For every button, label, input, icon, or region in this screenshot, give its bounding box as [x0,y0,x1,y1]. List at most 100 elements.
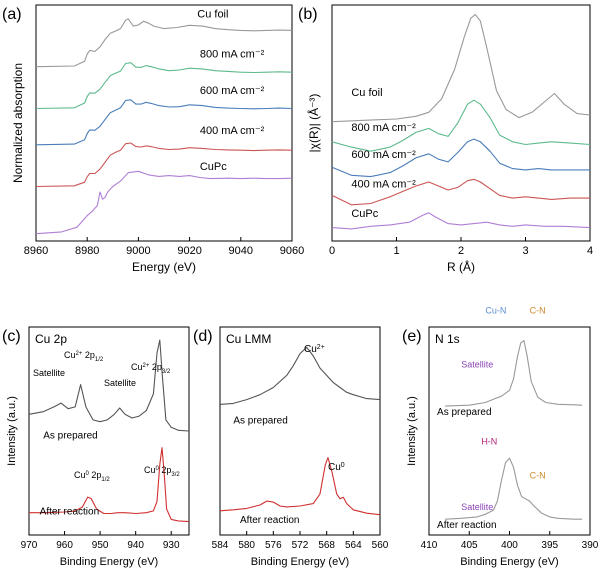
x-tick-label: 4 [587,245,593,257]
series-line-0 [219,346,381,405]
peak-label: Cu0 [328,462,345,474]
x-tick-label: 1 [393,245,399,257]
panel-title: N 1s [435,332,460,346]
x-tick-label: 560 [372,540,389,551]
y-axis-label: Intensity (a.u.) [406,396,418,466]
series-label: As prepared [43,430,97,441]
peak-label: Cu-N [485,305,506,315]
plot-frame [35,4,293,242]
x-tick-label: 970 [21,540,38,551]
x-tick-label: 9000 [126,245,150,257]
series-line-1 [219,457,381,516]
x-tick-label: 400 [501,540,518,551]
series-line-1 [35,62,293,110]
x-tick-label: 950 [92,540,109,551]
panel-c: 970 960 950 940 930 Binding Energy (eV) Intens… [2,326,190,568]
peak-label: Cu2+ 2p3/2 [131,362,171,375]
x-tick-label: 9060 [280,245,304,257]
y-axis-label: |χ(R)| (Å⁻³) [306,94,321,153]
series-line-3 [35,142,293,188]
x-tick-label: 960 [56,540,73,551]
panel-title: Cu LMM [226,332,271,346]
series-label: CuPc [351,208,378,220]
series-label: 400 mA cm⁻² [351,178,416,190]
series-line-4 [331,212,591,230]
series-line-1 [29,447,190,523]
series-line-1 [331,99,591,152]
x-tick-label: 580 [238,540,255,551]
peak-label: C-N [530,470,546,480]
x-tick-label: 572 [292,540,309,551]
panel-title: Cu 2p [35,332,67,346]
series-line-0 [35,18,293,68]
panel-b: 0 1 2 3 4 R (Å) |χ(R)| (Å⁻³) (b) Cu foil 800 mA c… [298,4,593,274]
x-tick-label: 576 [265,540,282,551]
series-line-0 [445,340,583,407]
series-label: 800 mA cm⁻² [351,122,416,134]
peak-label: Satellite [104,378,136,388]
x-axis-label: Binding Energy (eV) [251,556,349,568]
series-label: As prepared [437,407,491,418]
x-tick-label: 395 [541,540,558,551]
series-label: Cu foil [197,9,228,21]
panel-label: (d) [193,328,213,345]
x-axis-label: Energy (eV) [132,260,196,274]
x-tick-label: 390 [582,540,599,551]
y-axis-label: Intensity (a.u.) [6,396,18,466]
x-axis-label: R (Å) [447,259,475,274]
series-line-0 [28,339,190,432]
x-tick-label: 568 [318,540,335,551]
peak-label: Satellite [33,368,65,378]
plot-frame [219,326,381,536]
panel-label: (b) [298,6,318,23]
series-label: After reaction [240,515,299,526]
x-tick-label: 584 [212,540,229,551]
peak-label: Cu0 2p3/2 [144,465,180,478]
x-tick-label: 930 [163,540,180,551]
panel-label: (e) [402,328,422,345]
panel-a: 8960 8980 9000 9020 9040 9060 Energy (eV) Norma… [2,4,304,274]
series-label: 800 mA cm⁻² [200,49,265,61]
peak-label: H-N [481,437,497,447]
x-tick-label: 940 [127,540,144,551]
x-tick-label: 564 [345,540,362,551]
panel-label: (a) [2,6,22,23]
x-tick-label: 0 [329,245,335,257]
x-tick-label: 9020 [177,245,201,257]
panel-label: (c) [2,328,21,345]
series-label: 400 mA cm⁻² [200,125,265,137]
peak-label: C-N [530,305,546,315]
series-label: 600 mA cm⁻² [200,85,265,97]
x-tick-label: 8960 [24,245,48,257]
y-axis-label: Normalized absorption [11,63,25,183]
peak-label: Cu2+ 2p1/2 [64,350,104,363]
series-label: CuPc [200,161,227,173]
panel-e: 410 405 400 395 390 Binding Energy (eV) Intens… [402,305,599,568]
x-tick-label: 2 [458,245,464,257]
series-line-3 [331,178,590,206]
panel-d: 584 580 576 572 568 564 560 Binding Energy (eV)… [193,326,389,568]
series-line-0 [331,13,591,123]
x-tick-label: 3 [522,245,528,257]
peak-label: Satellite [461,502,493,512]
series-line-2 [35,99,293,146]
series-label: After reaction [437,520,496,531]
x-axis-label: Binding Energy (eV) [60,556,158,568]
peak-label: Cu2+ [304,344,325,356]
series-label: 600 mA cm⁻² [351,149,416,161]
series-label: After reaction [40,507,99,518]
series-label: As prepared [233,416,287,427]
plot-frame [428,326,591,536]
series-line-1 [445,457,582,520]
peak-label: Satellite [461,360,493,370]
x-tick-label: 8980 [75,245,99,257]
series-line-4 [35,170,293,235]
x-tick-label: 9040 [229,245,253,257]
x-tick-label: 405 [461,540,478,551]
series-label: Cu foil [351,87,382,99]
peak-label: Cu0 2p1/2 [74,470,110,483]
series-line-2 [331,138,590,178]
x-axis-label: Binding Energy (eV) [460,556,558,568]
x-tick-label: 410 [421,540,438,551]
